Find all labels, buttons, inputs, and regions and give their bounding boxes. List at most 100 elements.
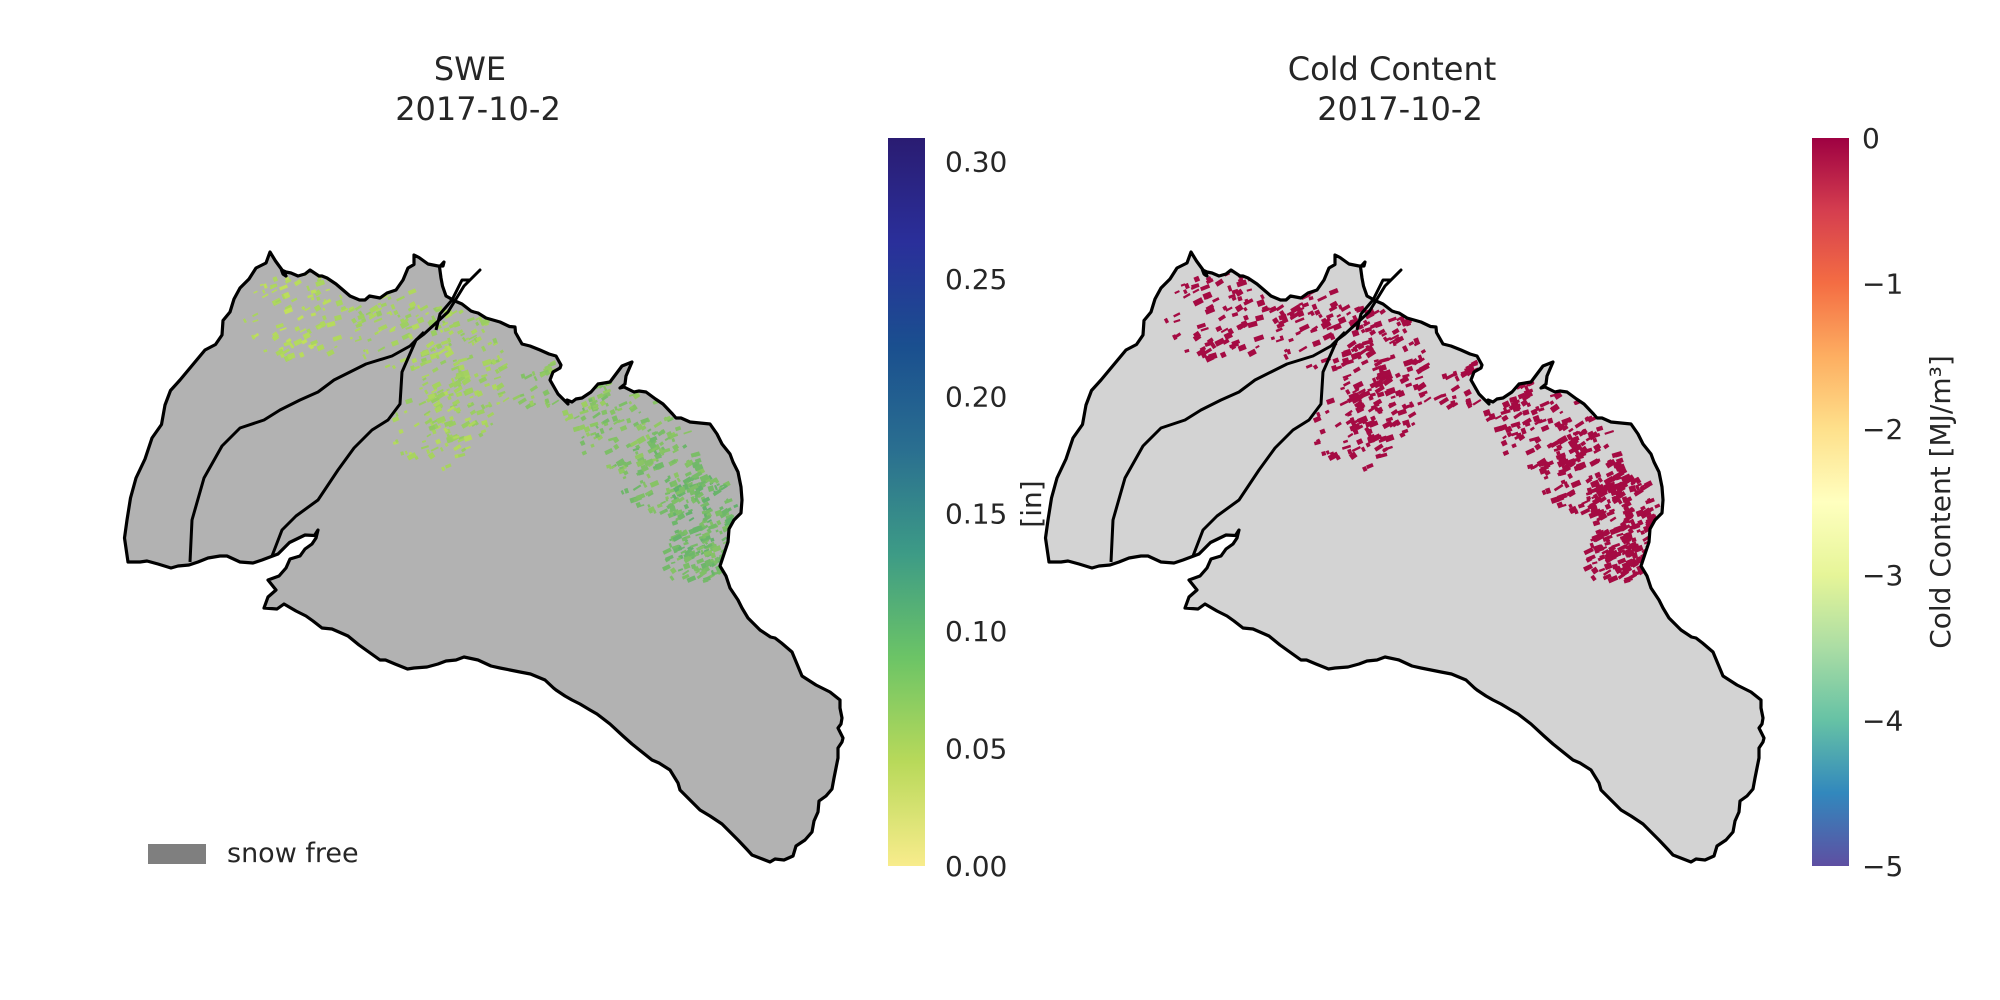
swe-snow-patch <box>466 316 475 323</box>
swe-snow-patch <box>685 510 693 516</box>
swe-snow-patch <box>398 428 404 435</box>
swe-snow-patch <box>242 318 247 324</box>
cold-content-snow-patch <box>1557 435 1569 445</box>
swe-snow-patch <box>272 276 279 283</box>
cold-content-snow-patch <box>1337 316 1347 325</box>
swe-snow-patch <box>622 475 627 480</box>
cold-content-snow-patch <box>1379 308 1386 315</box>
cold-content-snow-patch <box>1369 329 1377 336</box>
swe-snow-patch <box>408 301 417 309</box>
cold-content-snow-patch <box>1616 498 1623 505</box>
cold-content-snow-patch <box>1202 347 1213 356</box>
cold-content-snow-patch <box>1402 345 1409 353</box>
cold-content-colorbar-label: Cold Content [MJ/m³] <box>1924 355 1957 649</box>
swe-snow-patch <box>469 395 474 399</box>
cold-content-snow-patch <box>1546 442 1554 449</box>
cold-content-snow-patch <box>1320 319 1332 330</box>
cold-content-snow-patch <box>1549 392 1561 398</box>
swe-snow-patch <box>663 415 671 422</box>
swe-snow-patch <box>301 305 306 311</box>
swe-snow-patch <box>713 570 723 576</box>
cold-content-snow-patch <box>1584 415 1594 422</box>
swe-snow-patch <box>635 493 646 500</box>
swe-snow-patch <box>709 521 714 526</box>
swe-snow-patch <box>651 446 658 452</box>
cold-content-snow-patch <box>1345 417 1355 426</box>
swe-snow-patch <box>632 421 640 427</box>
swe-snow-patch <box>592 411 601 419</box>
swe-snow-patch <box>602 388 612 394</box>
swe-snow-patch <box>692 463 698 468</box>
swe-snow-patch <box>640 417 649 425</box>
cold-content-snow-patch <box>1454 375 1460 382</box>
swe-snow-patch <box>523 373 533 380</box>
swe-snow-patch <box>696 545 706 551</box>
swe-snow-patch <box>662 564 671 572</box>
cold-content-snow-patch <box>1307 311 1312 315</box>
swe-snow-patch <box>358 310 364 316</box>
cold-content-snow-patch <box>1356 438 1364 446</box>
swe-snow-patch <box>365 349 369 355</box>
swe-snow-patch <box>453 444 462 452</box>
swe-snow-patch <box>673 472 680 479</box>
swe-snow-patch <box>416 316 425 324</box>
swe-snow-patch <box>688 517 695 522</box>
swe-subbasin-boundary-2 <box>270 268 482 557</box>
swe-snow-patch <box>628 440 639 448</box>
swe-snow-patch <box>688 484 699 492</box>
swe-snow-patch <box>475 336 482 342</box>
cold-content-snow-patch <box>1402 328 1408 334</box>
cold-content-snow-patch <box>1547 417 1554 425</box>
swe-snow-patch <box>657 429 666 437</box>
cold-content-snow-patch <box>1372 398 1383 407</box>
cold-content-snow-patch <box>1590 538 1595 542</box>
cold-content-snow-patch <box>1402 358 1415 367</box>
swe-snow-patch <box>692 471 703 479</box>
swe-snow-patch <box>647 504 651 508</box>
swe-snow-patch <box>619 424 628 432</box>
cold-content-colorbar: 0 −1 −2 −3 −4 −5 Cold Content [MJ/m³] <box>1812 122 1957 883</box>
cold-content-snow-patch <box>1622 496 1633 504</box>
swe-snow-patch <box>695 550 701 555</box>
swe-snow-patch <box>407 288 417 296</box>
cold-content-snow-patch <box>1465 397 1472 405</box>
swe-snow-patch <box>425 359 432 365</box>
swe-snow-patch <box>716 519 722 526</box>
swe-snow-patch <box>368 312 374 317</box>
cold-content-snow-patch <box>1628 484 1637 493</box>
cold-content-snow-patch <box>1451 395 1457 400</box>
cold-content-snow-patch <box>1386 386 1396 395</box>
cold-content-snow-patch <box>1352 380 1364 390</box>
swe-snow-patch <box>596 392 604 399</box>
swe-map <box>122 250 845 864</box>
swe-snow-patch <box>694 476 700 481</box>
swe-snow-patch <box>399 320 410 330</box>
swe-snow-patch <box>712 488 722 497</box>
cold-content-snow-patch <box>1312 415 1322 423</box>
cold-content-snow-patch <box>1580 507 1591 516</box>
swe-snow-patch <box>373 312 377 316</box>
cold-content-subbasin-boundary-2 <box>1191 268 1403 557</box>
snow-free-legend-label: snow free <box>227 838 359 869</box>
cold-content-snow-patch <box>1637 482 1642 487</box>
cold-content-snow-patch <box>1324 409 1330 415</box>
cold-content-snow-patch <box>1502 435 1507 440</box>
swe-snow-patch <box>635 423 644 431</box>
cold-content-snow-patch <box>1286 348 1292 355</box>
cold-content-snow-patch <box>1388 402 1394 406</box>
swe-snow-patch <box>671 544 680 550</box>
swe-snow-patch <box>602 418 610 425</box>
cold-content-snow-patch <box>1409 401 1414 407</box>
cold-content-snow-patch <box>1406 403 1412 409</box>
cold-content-snow-patch <box>1204 306 1216 315</box>
cold-content-snow-patch <box>1595 425 1604 432</box>
cold-content-snow-patch <box>1608 481 1616 487</box>
cold-content-snow-patch <box>1204 340 1214 348</box>
swe-snow-patch <box>575 360 584 368</box>
cold-content-snow-patch <box>1315 438 1321 444</box>
cold-content-snow-patch <box>1613 565 1622 573</box>
cold-content-snow-patch <box>1513 411 1523 420</box>
swe-snow-patch <box>457 357 468 363</box>
swe-snow-patch <box>620 490 625 495</box>
swe-snow-patch <box>670 479 678 487</box>
